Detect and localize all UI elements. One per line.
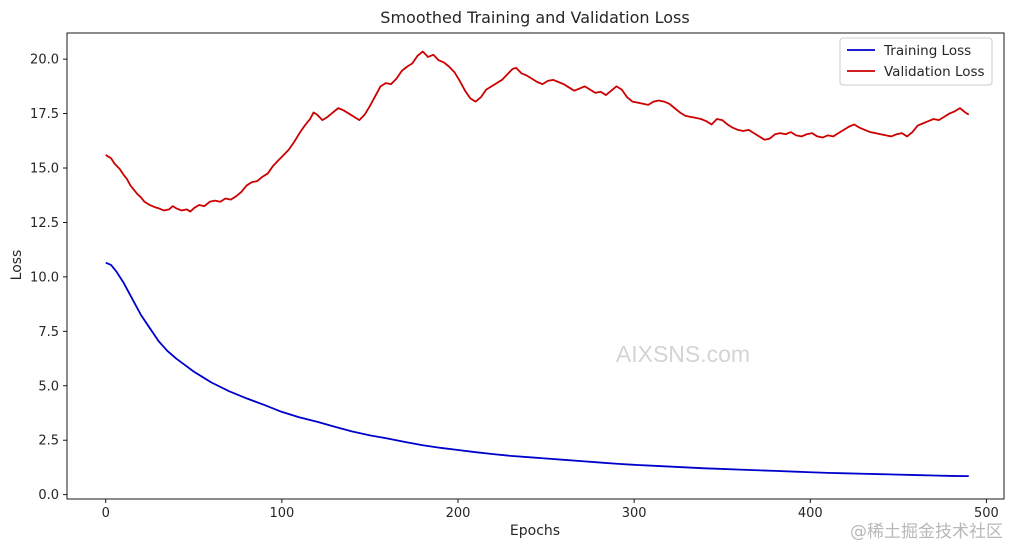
x-tick-label: 300 — [622, 506, 647, 521]
y-tick-label: 20.0 — [30, 53, 59, 68]
validation-loss-line — [105, 50, 970, 213]
x-tick-label: 100 — [269, 506, 294, 521]
axes-frame — [66, 32, 1005, 500]
legend: Training Loss Validation Loss — [839, 37, 993, 86]
x-tick-label: 200 — [446, 506, 471, 521]
y-tick-label: 7.5 — [38, 325, 59, 340]
y-tick-label: 17.5 — [30, 107, 59, 122]
legend-label-validation: Validation Loss — [884, 64, 985, 80]
legend-frame — [839, 37, 993, 86]
watermark-text: AIXSNS.com — [616, 341, 750, 367]
training-loss-line — [105, 261, 969, 478]
y-tick-label: 0.0 — [38, 488, 59, 503]
corner-watermark: @稀土掘金技术社区 — [850, 522, 1003, 542]
y-tick-label: 12.5 — [30, 216, 59, 231]
x-axis-label: Epochs — [510, 523, 560, 539]
y-tick-label: 15.0 — [30, 162, 59, 177]
y-axis-label: Loss — [9, 250, 25, 281]
x-tick-label: 500 — [974, 506, 999, 521]
legend-label-training: Training Loss — [883, 43, 971, 59]
y-tick-label: 10.0 — [30, 270, 59, 285]
x-tick-label: 400 — [798, 506, 823, 521]
y-tick-label: 2.5 — [38, 434, 59, 449]
y-tick-label: 5.0 — [38, 379, 59, 394]
x-tick-label: 0 — [102, 506, 110, 521]
chart-title: Smoothed Training and Validation Loss — [380, 8, 689, 27]
